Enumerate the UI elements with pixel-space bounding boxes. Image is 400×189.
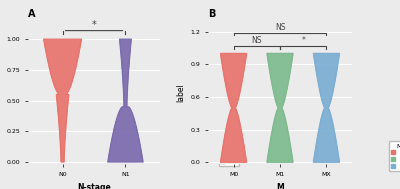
Polygon shape: [44, 39, 82, 162]
Y-axis label: label: label: [0, 83, 1, 102]
Polygon shape: [220, 53, 246, 162]
Legend: M0, M1, MX: M0, M1, MX: [388, 141, 400, 171]
Text: NS: NS: [252, 36, 262, 45]
Text: A: A: [28, 9, 36, 19]
Text: B: B: [208, 9, 215, 19]
Polygon shape: [267, 53, 293, 162]
X-axis label: M: M: [276, 183, 284, 189]
Legend: N0, N1: N0, N1: [219, 150, 239, 166]
Polygon shape: [314, 53, 340, 162]
Text: *: *: [301, 36, 305, 45]
Polygon shape: [108, 39, 143, 162]
Y-axis label: label: label: [176, 83, 185, 102]
Text: *: *: [92, 20, 96, 30]
X-axis label: N-stage: N-stage: [77, 183, 111, 189]
Text: NS: NS: [275, 23, 285, 32]
